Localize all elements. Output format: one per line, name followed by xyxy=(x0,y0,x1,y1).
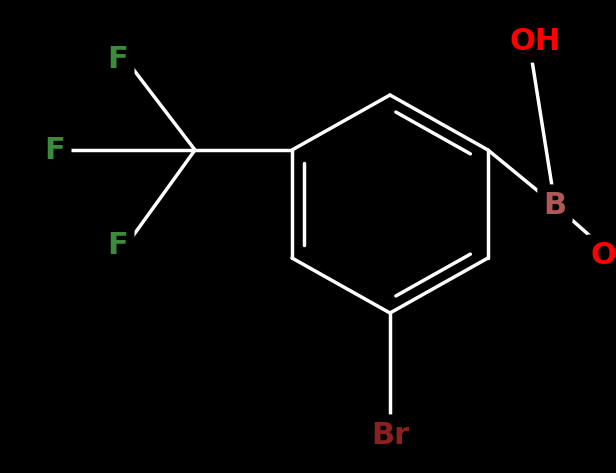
Text: F: F xyxy=(44,135,65,165)
Text: F: F xyxy=(108,230,128,260)
Text: OH: OH xyxy=(590,240,616,270)
Text: OH: OH xyxy=(509,27,561,56)
Text: Br: Br xyxy=(371,420,409,449)
Text: F: F xyxy=(108,45,128,75)
Text: B: B xyxy=(543,191,567,219)
